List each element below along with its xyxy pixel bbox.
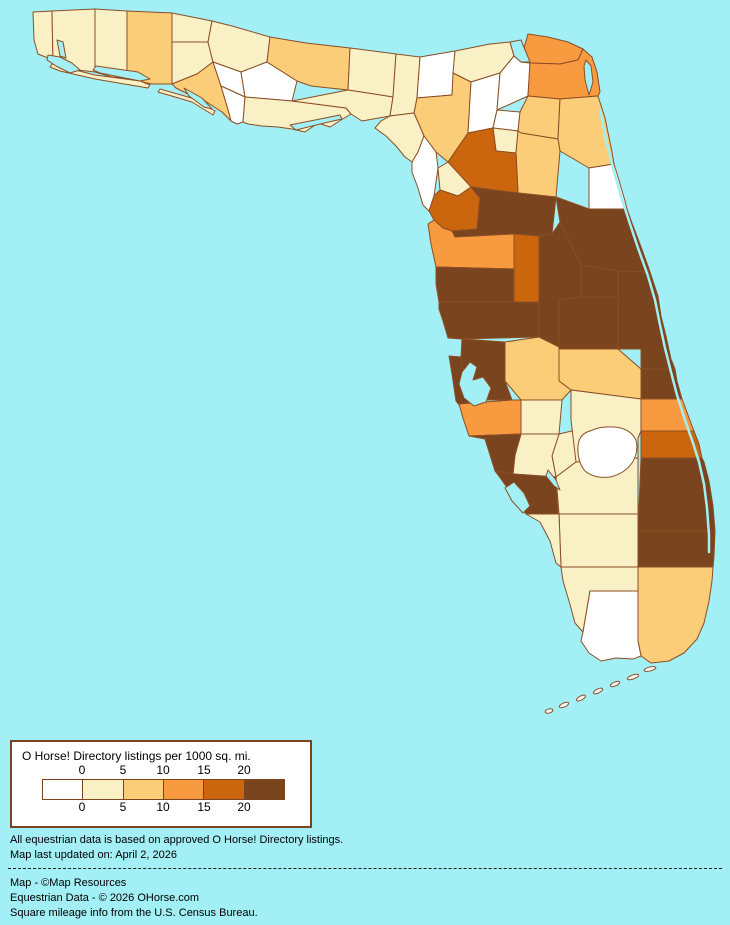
legend-swatch <box>82 779 124 800</box>
county-broward <box>637 530 716 568</box>
florida-keys-island <box>592 687 604 695</box>
legend-tick: 5 <box>119 800 127 814</box>
water-st-johns-river <box>583 59 594 96</box>
county-miami-dade <box>637 566 714 664</box>
county-leon <box>347 47 397 98</box>
legend-tick: 15 <box>197 763 211 777</box>
water-tampa-bay <box>458 361 492 407</box>
credit-line: Equestrian Data - © 2026 OHorse.com <box>10 892 200 904</box>
legend-color-ramp <box>42 779 285 800</box>
legend-title: O Horse! Directory listings per 1000 sq.… <box>22 749 251 763</box>
legend-tick: 10 <box>156 763 170 777</box>
county-nassau <box>520 33 584 65</box>
note-line: All equestrian data is based on approved… <box>10 834 344 846</box>
county-orange <box>558 296 619 350</box>
county-brevard <box>617 270 676 370</box>
county-madison <box>416 50 456 99</box>
note-line: Map last updated on: April 2, 2026 <box>10 849 177 861</box>
county-pasco <box>438 301 540 340</box>
legend-ticks-bottom: 0 5 10 15 20 <box>12 800 310 815</box>
water-st-marys-river <box>509 39 531 63</box>
county-wakulla <box>291 89 394 122</box>
county-okaloosa <box>94 8 128 79</box>
water-escambia-bay <box>56 39 67 59</box>
county-desoto <box>512 433 560 478</box>
county-liberty <box>240 61 298 102</box>
county-sumter <box>513 233 540 303</box>
legend-tick: 10 <box>156 800 170 814</box>
legend-tick: 20 <box>237 800 251 814</box>
county-sarasota <box>468 433 522 475</box>
county-manatee <box>458 399 522 437</box>
florida-keys-island <box>626 673 640 681</box>
county-holmes <box>171 12 213 43</box>
legend-tick: 0 <box>78 800 86 814</box>
county-monroe <box>580 590 642 662</box>
county-escambia <box>32 10 54 63</box>
county-flagler <box>588 163 628 210</box>
legend-swatch <box>203 779 245 800</box>
florida-keys <box>544 666 657 714</box>
legend-swatch <box>243 779 285 800</box>
legend-tick: 5 <box>119 763 127 777</box>
florida-keys-island <box>609 680 621 688</box>
legend-swatch <box>122 779 164 800</box>
water-pensacola-bay <box>46 54 81 74</box>
county-citrus <box>427 219 515 270</box>
legend-tick: 15 <box>197 800 211 814</box>
county-hendry <box>558 513 639 568</box>
divider-dashed-line <box>8 868 722 869</box>
legend-swatch <box>162 779 205 800</box>
map-credits: Map - ©Map Resources Equestrian Data - ©… <box>10 876 258 921</box>
county-hardee <box>520 399 563 435</box>
water-charlotte-harbor <box>504 481 531 514</box>
legend-tick: 20 <box>237 763 251 777</box>
map-notes: All equestrian data is based on approved… <box>10 833 343 863</box>
water-apalachicola-bay <box>289 114 343 131</box>
county-hernando <box>435 266 515 303</box>
credit-line: Square mileage info from the U.S. Census… <box>10 907 258 919</box>
county-duval <box>527 48 601 100</box>
county-putnam <box>515 130 561 198</box>
county-lee <box>525 513 562 568</box>
county-bradford <box>492 127 519 154</box>
legend-swatch <box>42 779 84 800</box>
legend-tick: 0 <box>78 763 86 777</box>
county-seminole <box>580 264 619 298</box>
county-palm-beach <box>637 457 716 532</box>
county-gadsden <box>266 36 351 91</box>
florida-keys-island <box>643 666 657 672</box>
water-choctawhatchee-bay <box>92 65 151 82</box>
water-st-andrew-bay <box>183 87 213 110</box>
county-union <box>492 109 521 132</box>
water-kissimmee-river <box>545 469 561 491</box>
florida-keys-island <box>575 694 587 702</box>
florida-keys-island <box>544 708 554 714</box>
county-martin <box>640 430 703 459</box>
lake-okeechobee <box>577 426 638 478</box>
florida-keys-island <box>558 701 570 709</box>
credit-line: Map - ©Map Resources <box>10 877 127 889</box>
legend-ticks-top: 0 5 10 15 20 <box>12 763 310 778</box>
water-intracoastal-lagoon <box>598 108 711 554</box>
county-clay <box>517 95 561 140</box>
map-legend: O Horse! Directory listings per 1000 sq.… <box>10 740 312 828</box>
